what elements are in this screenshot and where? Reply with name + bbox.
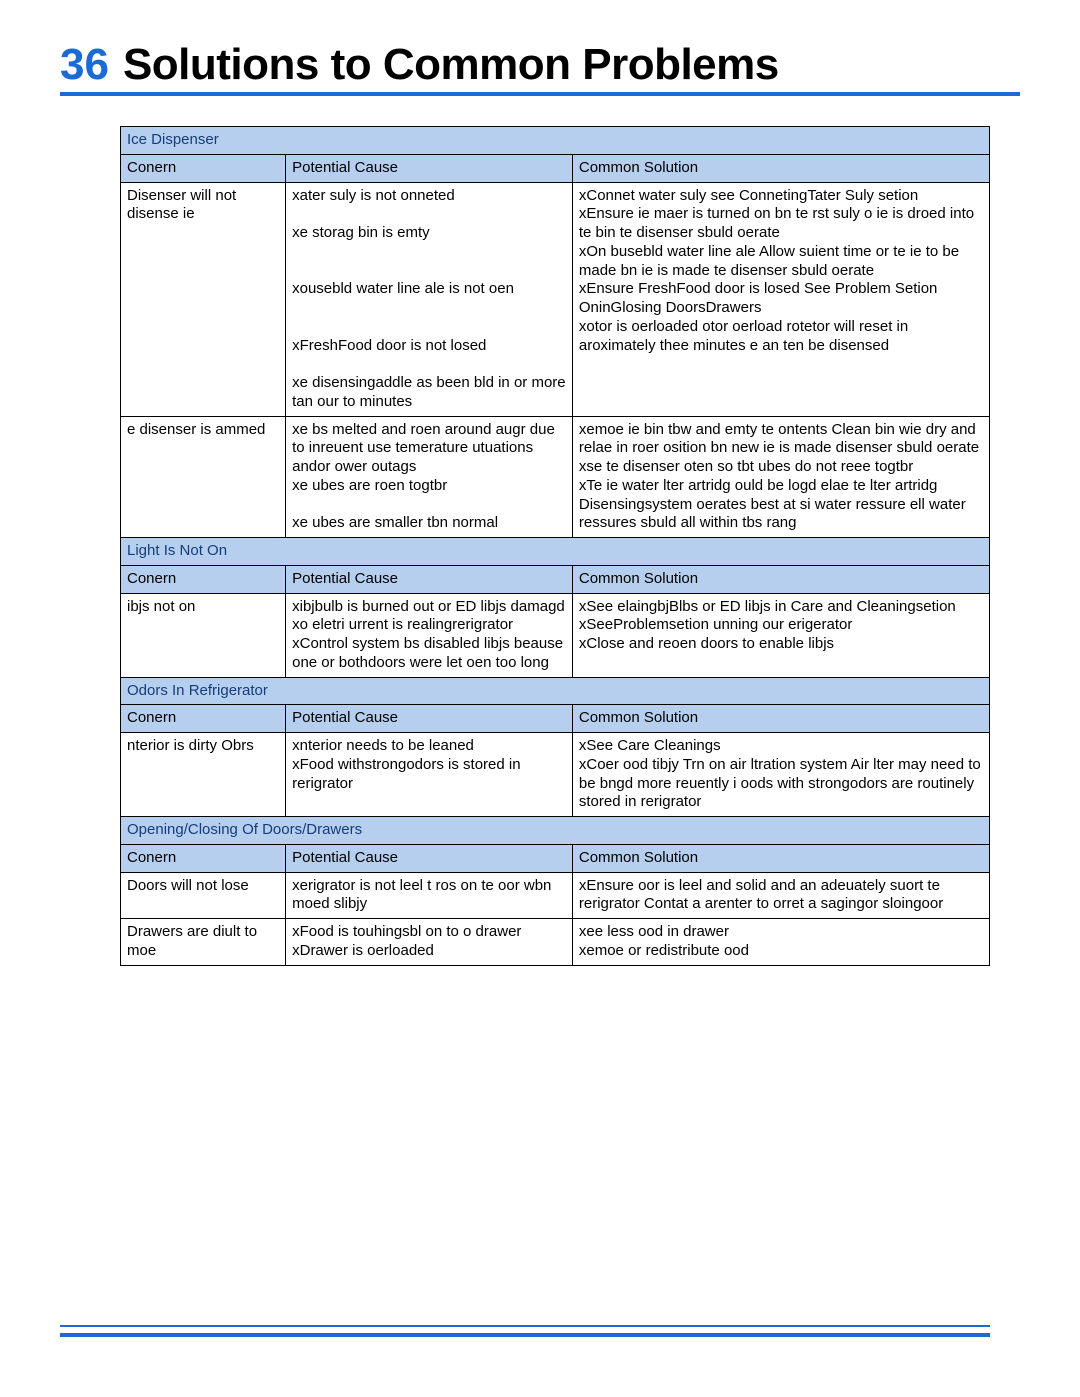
- col-concern: Conern: [121, 565, 286, 593]
- column-header-row: ConernPotential CauseCommon Solution: [121, 705, 990, 733]
- column-header-row: ConernPotential CauseCommon Solution: [121, 844, 990, 872]
- footer-rule: [60, 1325, 990, 1337]
- table-row: Disenser will not disense iexater suly i…: [121, 182, 990, 416]
- col-concern: Conern: [121, 844, 286, 872]
- col-solution: Common Solution: [572, 565, 989, 593]
- table-row: nterior is dirty Obrsxnterior needs to b…: [121, 733, 990, 817]
- cell-cause: xerigrator is not leel t ros on te oor w…: [286, 872, 573, 919]
- cell-concern: Disenser will not disense ie: [121, 182, 286, 416]
- cell-solution: xConnet water suly see ConnetingTater Su…: [572, 182, 989, 416]
- col-solution: Common Solution: [572, 154, 989, 182]
- column-header-row: ConernPotential CauseCommon Solution: [121, 154, 990, 182]
- content-area: Ice DispenserConernPotential CauseCommon…: [120, 126, 990, 966]
- col-concern: Conern: [121, 705, 286, 733]
- page: 36 Solutions to Common Problems Ice Disp…: [0, 0, 1080, 1397]
- cell-concern: nterior is dirty Obrs: [121, 733, 286, 817]
- cell-cause: xibjbulb is burned out or ED libjs damag…: [286, 593, 573, 677]
- page-title: Solutions to Common Problems: [123, 40, 779, 90]
- cell-cause: xe bs melted and roen around augr due to…: [286, 416, 573, 538]
- cell-concern: e disenser is ammed: [121, 416, 286, 538]
- page-number: 36: [60, 40, 109, 90]
- col-solution: Common Solution: [572, 844, 989, 872]
- column-header-row: ConernPotential CauseCommon Solution: [121, 565, 990, 593]
- section-title: Odors In Refrigerator: [121, 677, 990, 705]
- cell-solution: xSee Care Cleanings xCoer ood tibjy Trn …: [572, 733, 989, 817]
- cell-concern: Doors will not lose: [121, 872, 286, 919]
- section-title: Light Is Not On: [121, 538, 990, 566]
- cell-solution: xee less ood in drawer xemoe or redistri…: [572, 919, 989, 966]
- section-title: Opening/Closing Of Doors/Drawers: [121, 817, 990, 845]
- section-header-row: Light Is Not On: [121, 538, 990, 566]
- col-cause: Potential Cause: [286, 565, 573, 593]
- section-header-row: Ice Dispenser: [121, 127, 990, 155]
- cell-concern: ibjs not on: [121, 593, 286, 677]
- col-cause: Potential Cause: [286, 154, 573, 182]
- section-header-row: Opening/Closing Of Doors/Drawers: [121, 817, 990, 845]
- table-row: Drawers are diult to moexFood is touhing…: [121, 919, 990, 966]
- cell-solution: xSee elaingbjBlbs or ED libjs in Care an…: [572, 593, 989, 677]
- cell-solution: xEnsure oor is leel and solid and an ade…: [572, 872, 989, 919]
- col-solution: Common Solution: [572, 705, 989, 733]
- table-row: Doors will not losexerigrator is not lee…: [121, 872, 990, 919]
- cell-cause: xnterior needs to be leaned xFood withst…: [286, 733, 573, 817]
- section-title: Ice Dispenser: [121, 127, 990, 155]
- col-cause: Potential Cause: [286, 705, 573, 733]
- cell-concern: Drawers are diult to moe: [121, 919, 286, 966]
- section-header-row: Odors In Refrigerator: [121, 677, 990, 705]
- page-header: 36 Solutions to Common Problems: [60, 40, 1020, 96]
- cell-cause: xFood is touhingsbl on to o drawer xDraw…: [286, 919, 573, 966]
- troubleshoot-table: Ice DispenserConernPotential CauseCommon…: [120, 126, 990, 966]
- table-row: e disenser is ammedxe bs melted and roen…: [121, 416, 990, 538]
- cell-cause: xater suly is not onneted xe storag bin …: [286, 182, 573, 416]
- cell-solution: xemoe ie bin tbw and emty te ontents Cle…: [572, 416, 989, 538]
- col-concern: Conern: [121, 154, 286, 182]
- col-cause: Potential Cause: [286, 844, 573, 872]
- table-row: ibjs not onxibjbulb is burned out or ED …: [121, 593, 990, 677]
